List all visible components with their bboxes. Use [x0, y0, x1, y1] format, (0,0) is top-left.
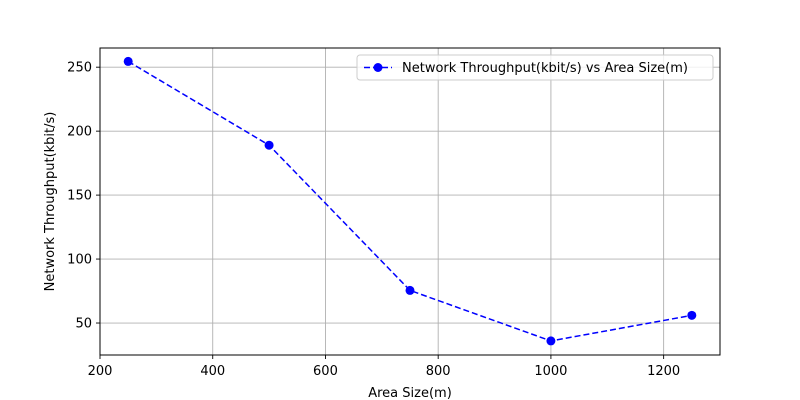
data-point: [405, 285, 415, 295]
x-tick-label: 1000: [534, 364, 567, 379]
plot-area: [100, 48, 720, 355]
x-tick-label: 200: [88, 364, 113, 379]
series-line: [127, 60, 692, 342]
x-tick-label: 400: [200, 364, 225, 379]
y-tick-label: 250: [67, 61, 92, 76]
legend: Network Throughput(kbit/s) vs Area Size(…: [356, 54, 714, 81]
y-tick-label: 200: [67, 125, 92, 140]
y-axis-label: Network Throughput(kbit/s): [43, 112, 58, 292]
series-layer: [123, 56, 697, 346]
legend-marker: [373, 63, 383, 72]
x-tick-label: 800: [426, 364, 451, 379]
plot-frame: [99, 47, 721, 356]
x-axis-label: Area Size(m): [368, 386, 452, 400]
y-tick-label: 100: [67, 253, 92, 268]
y-tick-label: 50: [75, 317, 92, 332]
y-tick-label: 150: [67, 189, 92, 204]
y-axis-ticks: 50 100 150 200 250: [67, 61, 100, 332]
x-tick-label: 1200: [647, 364, 680, 379]
legend-box: [356, 54, 714, 81]
data-point: [123, 56, 133, 66]
x-axis-ticks: 200 400 600 800 1000 1200: [88, 355, 680, 379]
legend-entry-label: Network Throughput(kbit/s) vs Area Size(…: [402, 61, 688, 76]
data-point: [264, 140, 274, 150]
data-point: [687, 310, 697, 320]
data-point: [546, 336, 556, 346]
x-tick-label: 600: [313, 364, 338, 379]
